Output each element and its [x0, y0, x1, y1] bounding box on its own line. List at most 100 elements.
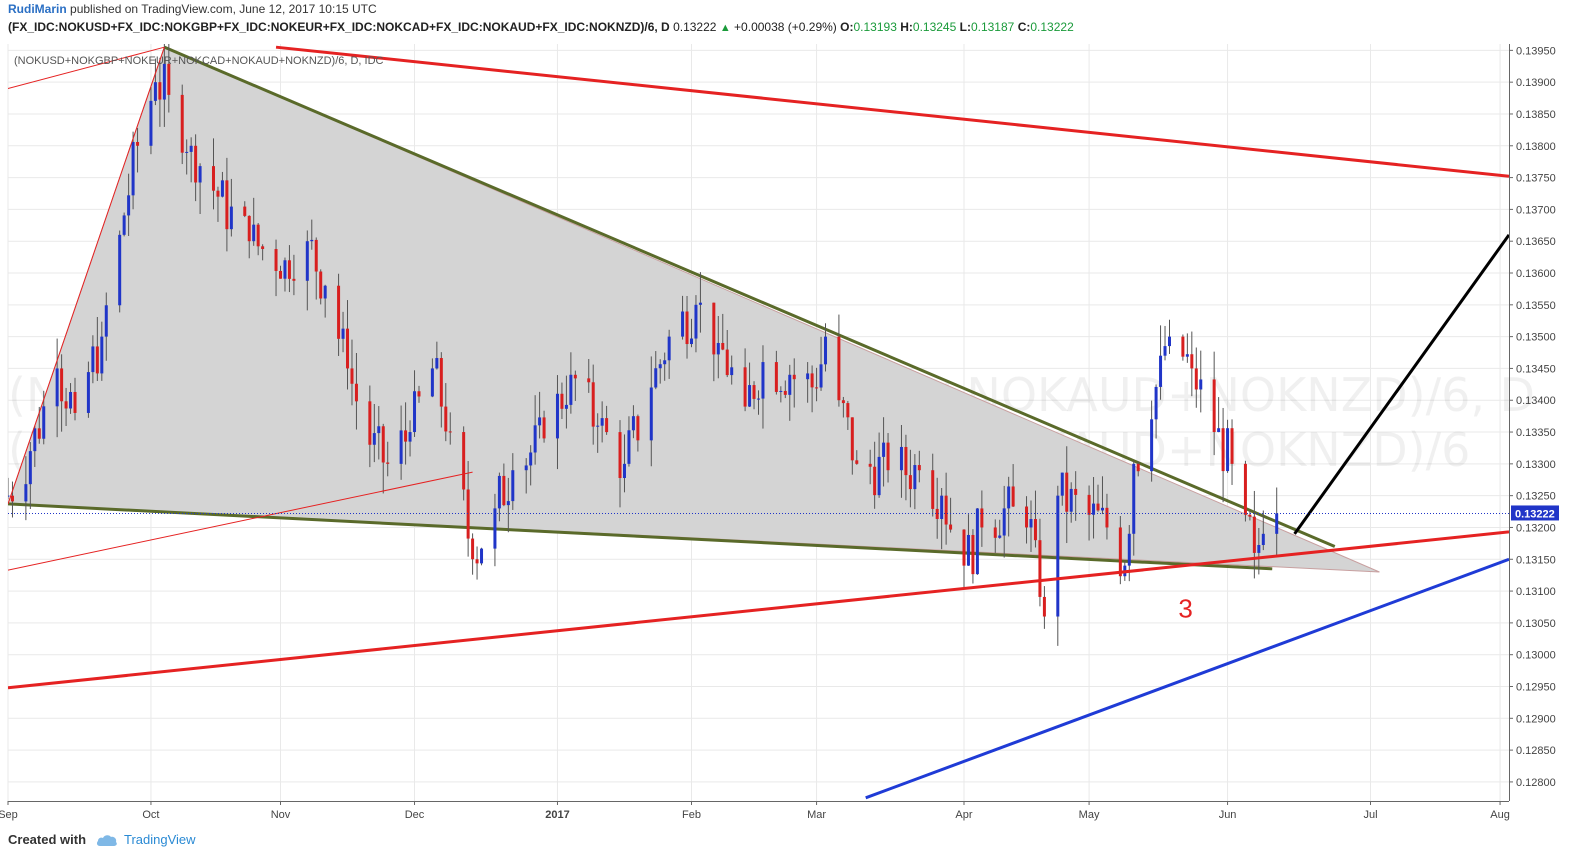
price-tick-label: 0.12800	[1516, 777, 1556, 789]
candle-body	[962, 529, 966, 566]
candle-body	[86, 372, 90, 413]
price-tick-label: 0.13000	[1516, 650, 1556, 662]
candle-body	[506, 501, 510, 506]
candle-body	[1132, 463, 1136, 534]
candle-body	[971, 534, 975, 575]
candle-body	[8, 495, 10, 497]
candle-body	[618, 432, 622, 479]
time-tick-label: Aug	[1490, 809, 1510, 821]
candle-body	[533, 425, 537, 453]
candle-body	[211, 166, 215, 191]
candle-body	[346, 328, 350, 369]
candle-body	[913, 465, 917, 490]
price-tick-label: 0.13300	[1516, 459, 1556, 471]
price-tick-label: 0.13400	[1516, 395, 1556, 407]
candle-body	[730, 367, 734, 376]
candle-body	[757, 398, 760, 400]
time-tick-label: Apr	[955, 809, 972, 821]
candle-body	[1118, 527, 1122, 577]
candle-body	[1190, 354, 1194, 369]
candle-body	[413, 391, 417, 433]
price-tick-label: 0.13800	[1516, 141, 1556, 153]
candle-body	[1096, 503, 1100, 511]
candle-body	[783, 390, 787, 395]
tradingview-brand-link[interactable]: TradingView	[124, 832, 196, 847]
candle-body	[1127, 533, 1131, 566]
triangle-edge	[8, 502, 1273, 571]
candle-body	[529, 452, 533, 466]
candle-body	[1074, 488, 1078, 495]
candle-body	[1150, 419, 1154, 472]
candle-body	[399, 430, 403, 464]
candle-body	[1007, 486, 1011, 509]
price-tick-label: 0.13250	[1516, 491, 1556, 503]
candle-body	[42, 406, 46, 439]
candle-body	[685, 311, 689, 345]
candle-body	[1275, 513, 1279, 534]
time-tick-label: Sep	[0, 809, 18, 821]
black-projection-line	[1293, 233, 1509, 535]
candle-body	[104, 305, 108, 337]
candle-body	[480, 548, 484, 564]
candle-body	[725, 349, 729, 376]
candle-body	[439, 358, 443, 407]
candle-body	[605, 418, 609, 433]
candle-body	[993, 527, 997, 538]
candle-body	[806, 373, 810, 380]
candle-body	[1230, 428, 1234, 464]
last-price-badge-bg	[1511, 505, 1559, 521]
tradingview-cloud-icon	[96, 834, 117, 846]
candle-body	[216, 190, 220, 197]
candle-body	[386, 462, 390, 464]
header-line-1: RudiMarin published on TradingView.com, …	[8, 2, 377, 16]
candle-body	[1248, 514, 1252, 517]
candle-body	[824, 336, 828, 365]
candle-body	[471, 538, 475, 560]
time-tick-label: Nov	[271, 809, 291, 821]
candle-body	[462, 432, 466, 490]
candle-body	[1060, 472, 1064, 496]
candle-body	[560, 393, 564, 409]
price-tick-label: 0.13200	[1516, 522, 1556, 534]
candle-body	[1025, 506, 1029, 528]
candle-body	[372, 433, 376, 445]
legend-label: (NOKUSD+NOKGBP+NOKEUR+NOKCAD+NOKAUD+NOKN…	[14, 55, 384, 67]
candle-body	[667, 336, 671, 361]
price-tick-label: 0.13150	[1516, 554, 1556, 566]
candle-body	[1217, 428, 1221, 433]
price-tick-label: 0.13700	[1516, 204, 1556, 216]
candle-body	[243, 206, 247, 216]
candle-body	[220, 180, 224, 197]
candle-body	[855, 460, 859, 464]
time-tick-label: May	[1079, 809, 1100, 821]
candle-body	[444, 406, 448, 432]
candle-body	[60, 368, 64, 402]
candle-body	[37, 428, 41, 439]
price-tick-label: 0.13900	[1516, 77, 1556, 89]
price-tick-label: 0.13500	[1516, 332, 1556, 344]
author-link[interactable]: RudiMarin	[8, 2, 67, 16]
red-thin-left	[8, 47, 165, 505]
candle-body	[980, 508, 984, 528]
candle-body	[899, 446, 903, 471]
candle-body	[940, 495, 944, 519]
candle-body	[721, 342, 725, 350]
candle-body	[167, 63, 171, 95]
candle-body	[1252, 516, 1256, 553]
candle-body	[314, 239, 318, 272]
candle-body	[466, 489, 470, 539]
candle-body	[350, 368, 354, 384]
price-axis[interactable]: 0.13950 0.13900 0.13850 0.13800 0.13750 0.137…	[1509, 45, 1556, 789]
price-tick-label: 0.13550	[1516, 300, 1556, 312]
candle-body	[815, 387, 819, 389]
candles	[8, 44, 1279, 646]
candle-body	[882, 442, 886, 457]
price-tick-label: 0.13750	[1516, 173, 1556, 185]
candle-body	[323, 285, 327, 299]
candle-body	[225, 180, 229, 230]
wave-annotation: 3	[1178, 593, 1192, 623]
candle-body	[1243, 463, 1247, 515]
time-axis[interactable]: Sep Oct Nov Dec 2017 Feb Mar Apr May Jun Jul Aug	[0, 801, 1510, 821]
candle-body	[654, 368, 658, 388]
